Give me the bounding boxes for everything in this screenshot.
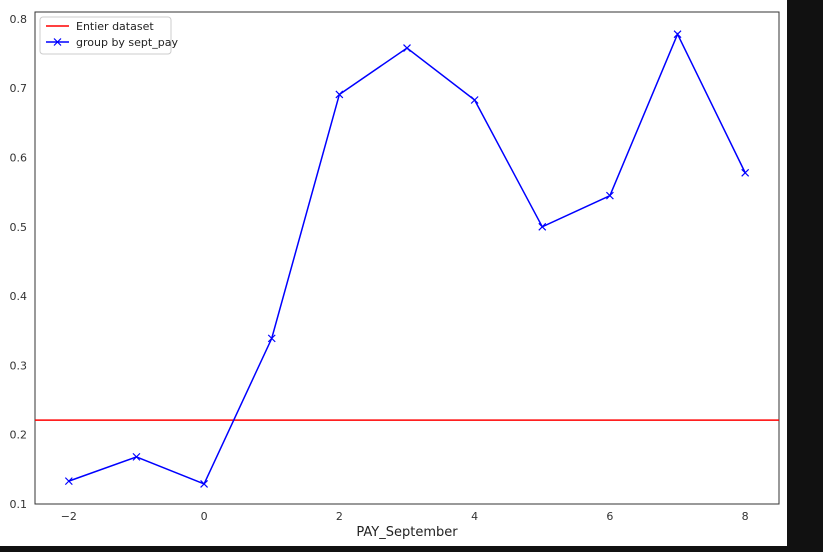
y-tick-label: 0.4 <box>10 290 28 303</box>
data-point <box>470 96 479 104</box>
x-tick-label: 8 <box>742 510 749 523</box>
x-tick-label: 6 <box>606 510 613 523</box>
data-point <box>538 222 547 231</box>
plot-area <box>34 11 780 505</box>
data-point <box>403 44 411 52</box>
y-tick-label: 0.2 <box>10 429 28 442</box>
chart-figure: 0.1 0.2 0.3 0.4 0.5 0.6 0.7 0.8 −2 0 2 4 6 8 PAY_Sep… <box>0 0 787 546</box>
y-tick-label: 0.6 <box>10 152 28 165</box>
legend-marker-series <box>53 38 62 46</box>
y-tick-label: 0.1 <box>10 498 28 511</box>
y-tick-label: 0.7 <box>10 82 28 95</box>
data-point <box>741 168 750 177</box>
data-point <box>335 90 344 99</box>
legend-box <box>39 16 172 55</box>
legend-marker-x <box>53 38 62 46</box>
line-chart: 0.1 0.2 0.3 0.4 0.5 0.6 0.7 0.8 −2 0 2 4 6 8 PAY_Sep… <box>10 11 780 540</box>
legend-label-series: group by sept_pay <box>76 36 178 49</box>
y-axis: 0.1 0.2 0.3 0.4 0.5 0.6 0.7 0.8 <box>10 13 28 511</box>
data-point <box>605 191 614 200</box>
x-tick-label: 4 <box>471 510 478 523</box>
data-point <box>64 477 73 486</box>
legend: Entier dataset group by sept_pay <box>39 16 178 55</box>
x-axis: −2 0 2 4 6 8 <box>61 510 749 523</box>
data-point <box>200 479 209 488</box>
y-tick-label: 0.8 <box>10 13 28 26</box>
data-point <box>267 334 276 343</box>
x-tick-label: −2 <box>61 510 77 523</box>
y-tick-label: 0.5 <box>10 221 28 234</box>
x-tick-label: 0 <box>201 510 208 523</box>
data-point <box>132 452 141 461</box>
data-point <box>673 30 682 39</box>
y-tick-label: 0.3 <box>10 359 28 372</box>
x-axis-title: PAY_September <box>356 525 458 540</box>
series-group <box>64 30 750 488</box>
x-tick-label: 2 <box>336 510 343 523</box>
legend-label-reference: Entier dataset <box>76 20 154 33</box>
